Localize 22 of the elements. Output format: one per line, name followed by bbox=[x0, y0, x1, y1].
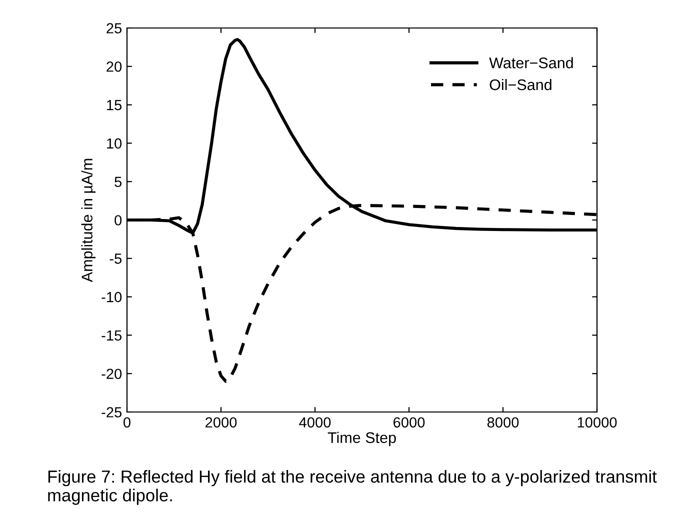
legend-label: Oil−Sand bbox=[490, 78, 552, 90]
y-tick-label: -10 bbox=[102, 292, 122, 302]
x-tick-label: 0 bbox=[124, 417, 130, 428]
y-tick-label: 15 bbox=[107, 100, 122, 110]
y-tick-label: -20 bbox=[102, 368, 122, 380]
x-axis-title: Time Step bbox=[328, 432, 396, 446]
x-tick-label: 10000 bbox=[578, 417, 617, 428]
y-tick-label: 20 bbox=[106, 62, 122, 72]
y-tick-label: -25 bbox=[102, 407, 122, 418]
x-tick-label: 8000 bbox=[487, 417, 519, 428]
x-tick-label: 2000 bbox=[206, 417, 237, 428]
y-tick-label: -5 bbox=[110, 254, 122, 264]
legend-label: Water−Sand bbox=[489, 57, 573, 68]
y-tick-label: -15 bbox=[102, 330, 122, 341]
y-tick-label: 25 bbox=[106, 23, 122, 34]
y-tick-label: 0 bbox=[114, 215, 122, 226]
x-tick-label: 6000 bbox=[394, 417, 425, 428]
y-axis-title: Amplitude in µA/m bbox=[81, 158, 96, 282]
y-tick-label: 10 bbox=[107, 138, 122, 149]
y-tick-label: 5 bbox=[114, 176, 122, 188]
x-tick-label: 4000 bbox=[299, 417, 331, 428]
caption: Figure 7: Reflected Hy field at the receive antenna due to a y-polarized transmit magnetic dipole. bbox=[48, 470, 657, 505]
